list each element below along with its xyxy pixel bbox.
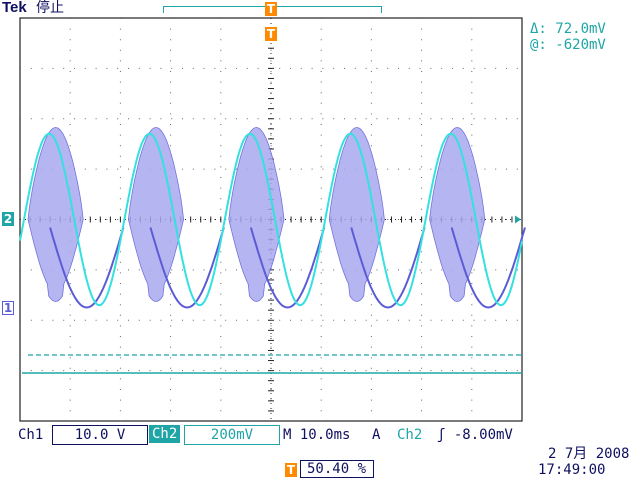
ch1-ground-marker[interactable]: 1 <box>2 301 14 315</box>
ch1-waveform <box>27 127 526 309</box>
ch1-burst <box>27 127 84 302</box>
timebase-readout[interactable]: M 10.0ms <box>283 427 351 443</box>
ch1-label[interactable]: Ch1 <box>18 427 44 443</box>
ch2-ground-marker[interactable]: 2 <box>2 212 14 226</box>
ch1-dip <box>350 227 426 309</box>
trigger-position-value[interactable]: 50.40 % <box>300 460 374 478</box>
ch2-offset-arrow-icon <box>515 215 521 224</box>
ch2-label[interactable]: Ch2 <box>149 425 181 443</box>
ch1-burst <box>228 127 285 302</box>
trigger-position-icon[interactable]: T <box>265 2 277 16</box>
ch1-burst <box>429 127 486 302</box>
ch1-dip <box>49 227 125 309</box>
acquisition-status: 停止 <box>36 0 64 16</box>
trigger-source[interactable]: Ch2 <box>397 427 423 443</box>
trigger-position-footer-icon: T <box>285 463 297 477</box>
ch1-dip <box>249 227 326 309</box>
ch2-trace <box>19 132 523 307</box>
reference-lines <box>22 215 522 374</box>
ch1-scale[interactable]: 10.0 V <box>52 425 148 445</box>
ch1-dip <box>450 227 526 309</box>
cursor-delta-readout: Δ: 72.0mV <box>530 21 606 37</box>
ch1-burst <box>127 127 185 302</box>
ch2-scale[interactable]: 200mV <box>184 425 280 445</box>
ch1-burst <box>328 127 385 302</box>
date-readout: 2 7月 2008 <box>548 446 630 462</box>
trigger-point-icon[interactable]: T <box>265 27 277 41</box>
ch1-dip <box>149 227 225 309</box>
time-readout: 17:49:00 <box>538 462 606 478</box>
trigger-level[interactable]: ʃ -8.00mV <box>437 427 513 443</box>
trigger-mode: A <box>372 427 381 443</box>
ch2-waveform <box>19 132 523 307</box>
cursor-position-readout: @: -620mV <box>530 37 606 53</box>
brand-logo: Tek <box>2 0 27 16</box>
